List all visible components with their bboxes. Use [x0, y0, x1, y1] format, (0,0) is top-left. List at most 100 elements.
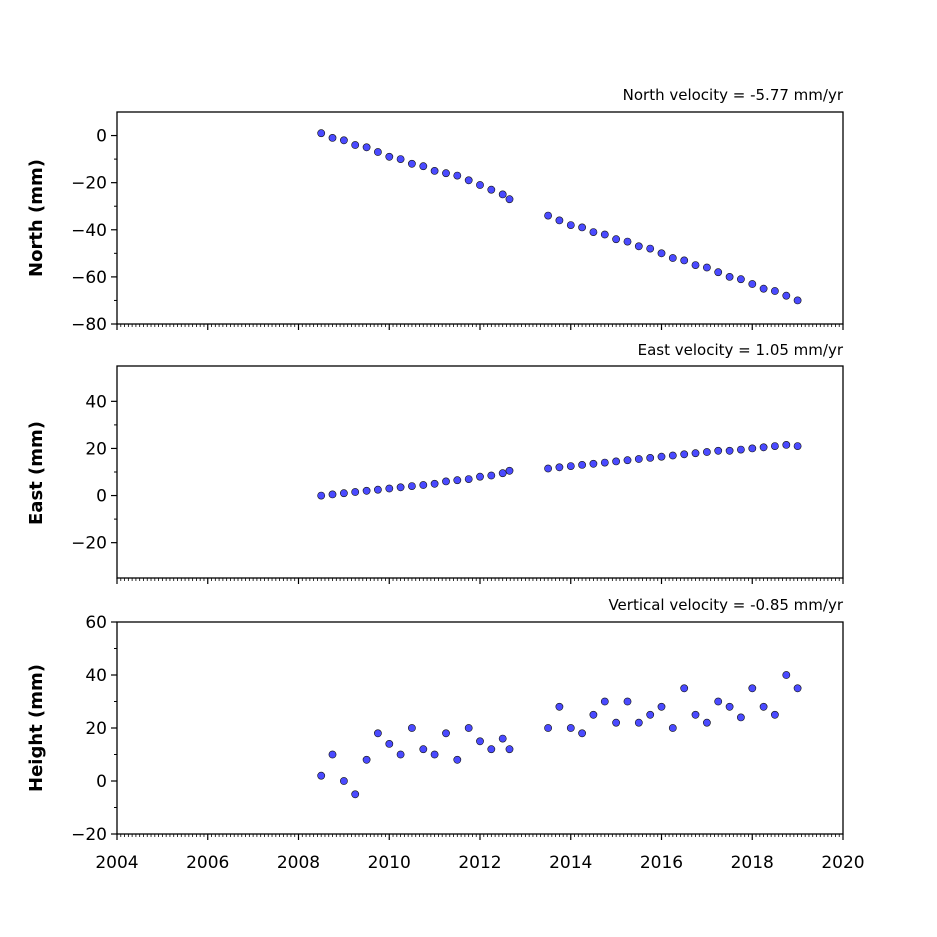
height-y-tick-label: 40 — [85, 666, 107, 686]
east-data-point — [373, 485, 382, 494]
east-data-point — [793, 442, 802, 450]
east-axes: 40 20 0 −20 — [71, 392, 844, 584]
east-data-point — [385, 484, 394, 493]
east-data-point — [714, 446, 723, 455]
north-y-tick-label: 0 — [96, 127, 107, 147]
north-data-point — [362, 143, 371, 152]
north-data-point — [646, 244, 655, 253]
height-data-point — [555, 702, 564, 711]
east-data-point — [634, 455, 643, 463]
east-data-point — [555, 463, 564, 472]
north-data-point — [703, 263, 711, 272]
height-data-point — [544, 724, 552, 732]
north-data-point — [396, 155, 405, 163]
east-data-point — [782, 440, 791, 449]
height-data-point — [600, 697, 609, 706]
height-y-tick-label: 0 — [96, 772, 107, 792]
east-data-point — [748, 444, 757, 453]
north-data-point — [668, 254, 677, 262]
east-y-tick-label: −20 — [71, 534, 107, 554]
height-data-point — [351, 790, 360, 799]
north-data-point — [623, 237, 632, 246]
height-data-point — [419, 745, 428, 754]
height-data-point — [328, 750, 337, 759]
north-plot-frame — [116, 111, 844, 325]
east-data-point — [759, 443, 768, 452]
height-x-tick-label: 2006 — [186, 853, 229, 873]
height-data-point — [566, 724, 575, 732]
height-data-point — [725, 702, 734, 711]
east-y-axis-label: East (mm) — [26, 421, 47, 525]
north-data-point — [759, 284, 768, 293]
height-y-tick-label: 60 — [85, 613, 107, 633]
east-data-point — [544, 464, 552, 473]
height-data-point — [578, 729, 586, 738]
north-data-point — [725, 272, 734, 281]
north-data-point — [634, 242, 643, 251]
north-data-point — [782, 291, 791, 300]
height-data-point — [782, 671, 791, 679]
height-x-tick-label: 2018 — [731, 853, 774, 873]
north-data-point — [578, 223, 586, 232]
north-axes: 0 −20 −40 −60 −80 — [71, 127, 844, 335]
height-x-tick-label: 2016 — [640, 853, 683, 873]
east-data-point — [430, 479, 439, 488]
height-data-point — [396, 750, 405, 759]
height-data-point — [714, 697, 723, 706]
north-data-point — [505, 195, 514, 204]
height-data-point — [317, 771, 326, 780]
panel-east: East velocity = 1.05 mm/yr East (mm) 40 2… — [26, 341, 844, 584]
height-data-point — [612, 718, 620, 727]
north-data-point — [385, 152, 394, 161]
height-data-point — [793, 684, 802, 693]
north-data-point — [430, 166, 439, 175]
height-data-point — [339, 777, 348, 785]
north-data-point — [793, 296, 802, 305]
north-data-point — [555, 216, 564, 225]
height-data-point — [385, 740, 394, 748]
east-data-point — [566, 462, 575, 470]
north-data-point — [566, 221, 575, 229]
east-data-point — [498, 469, 507, 478]
north-data-point — [339, 136, 348, 145]
north-data-point — [691, 261, 700, 269]
height-y-tick-label: −20 — [71, 825, 107, 845]
height-data-point — [362, 755, 371, 764]
height-plot-frame — [116, 621, 844, 835]
north-data-point — [351, 141, 360, 149]
east-y-tick-label: 20 — [85, 439, 107, 459]
height-data-point — [759, 702, 768, 711]
height-x-tick-label: 2020 — [821, 853, 864, 873]
height-x-tick-label: 2012 — [458, 853, 501, 873]
height-x-tick-label: 2008 — [277, 853, 320, 873]
north-data-point — [328, 133, 337, 142]
east-data-point — [396, 483, 405, 492]
north-data-point — [373, 148, 382, 156]
height-data-point — [476, 737, 484, 746]
east-data-point — [476, 472, 484, 481]
east-data-point — [771, 442, 779, 450]
height-data-point — [442, 729, 450, 738]
east-data-point — [407, 482, 416, 490]
east-data-point — [505, 466, 514, 475]
east-data-point — [442, 477, 450, 486]
height-series — [317, 671, 802, 799]
north-data-point — [748, 280, 757, 288]
height-y-tick-label: 20 — [85, 719, 107, 739]
height-data-point — [453, 755, 462, 764]
height-data-point — [703, 718, 711, 727]
east-data-point — [612, 457, 620, 466]
north-data-point — [442, 169, 450, 178]
east-y-tick-label: 0 — [96, 487, 107, 507]
north-velocity-label: North velocity = -5.77 mm/yr — [623, 86, 844, 104]
height-data-point — [407, 724, 416, 732]
north-data-point — [453, 171, 462, 180]
height-data-point — [657, 702, 666, 711]
north-data-point — [544, 211, 552, 220]
east-series — [317, 440, 802, 500]
height-data-point — [430, 750, 439, 759]
height-data-point — [691, 710, 700, 719]
east-velocity-label: East velocity = 1.05 mm/yr — [638, 341, 844, 359]
panel-height: Vertical velocity = -0.85 mm/yr Height (… — [26, 596, 865, 873]
